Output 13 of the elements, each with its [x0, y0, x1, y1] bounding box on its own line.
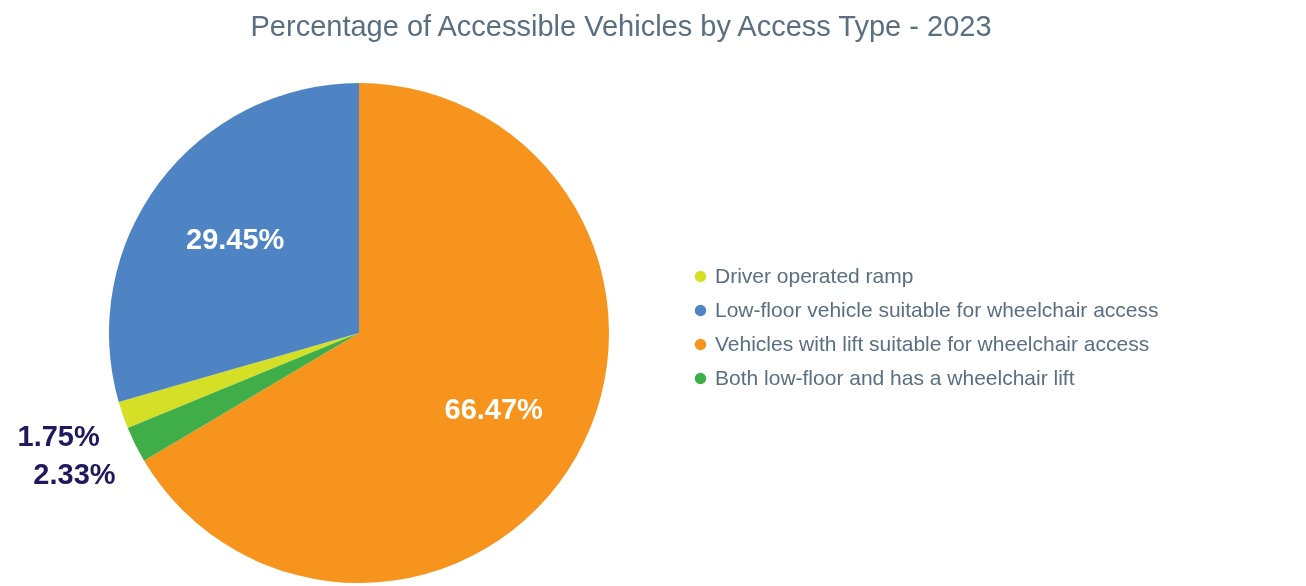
data-label: 29.45% — [186, 222, 285, 255]
pie-slice — [109, 83, 359, 402]
pie-slice — [118, 333, 359, 428]
data-label: 2.33% — [33, 457, 116, 490]
pie-slice — [127, 333, 359, 461]
legend-label: Driver operated ramp — [715, 263, 914, 287]
legend-label: Vehicles with lift suitable for wheelchair access — [715, 331, 1150, 355]
legend-label: Low-floor vehicle suitable for wheelchair access — [715, 297, 1159, 321]
pie-slice — [144, 83, 609, 583]
data-label: 1.75% — [17, 420, 100, 453]
legend-label: Both low-floor and has a wheelchair lift — [715, 365, 1075, 389]
data-label: 66.47% — [444, 392, 544, 425]
chart-title: Percentage of Accessible Vehicles by Access Type - 2023 — [250, 10, 992, 42]
